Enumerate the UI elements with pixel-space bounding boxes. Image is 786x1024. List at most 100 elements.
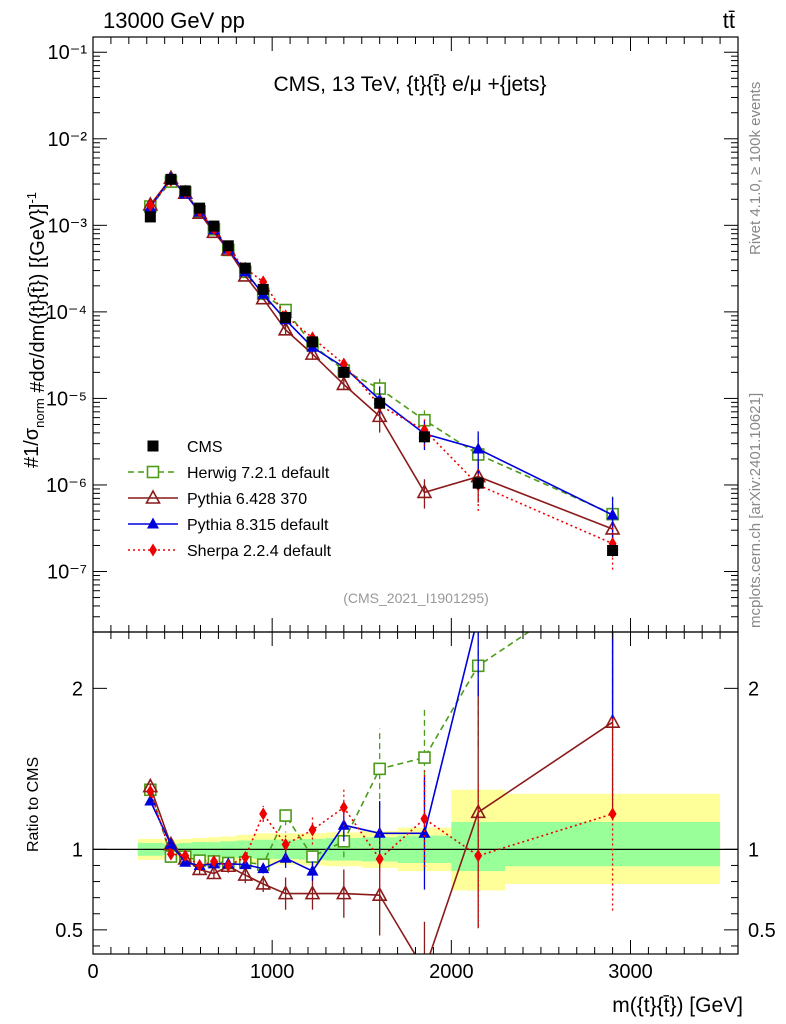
data-point-pythia6 (416, 483, 433, 499)
legend-label: Pythia 6.428 370 (187, 491, 307, 508)
y-tick-label: 10⁻¹ (48, 42, 88, 64)
ratio-point-herwig (373, 762, 386, 776)
legend-marker-pythia8 (147, 517, 159, 529)
y-tick-label: 10⁻⁴ (46, 302, 87, 324)
ratio-panel: 0.5 0.5 1 1 2 2 0 1000 2000 3000 Ratio to CMS m({… (25, 570, 776, 1017)
ratio-point-sherpa (209, 854, 218, 868)
data-point-data (222, 240, 234, 252)
x-tick-label: 3000 (608, 961, 653, 983)
legend-marker-data (147, 440, 159, 452)
ratio-point-pythia8 (306, 864, 319, 876)
y-tick-label: 10⁻⁵ (46, 388, 87, 410)
ratio-point-pythia6 (470, 803, 487, 819)
ratio-point-sherpa (474, 849, 483, 863)
ratio-point-pythia8 (337, 818, 350, 830)
x-tick-label: 1000 (250, 961, 295, 983)
mcplots-credit-label: mcplots.cern.ch [arXiv:2401.10621] (747, 393, 764, 628)
ratio-point-pythia8 (472, 609, 484, 620)
legend-marker-herwig (146, 465, 160, 479)
ratio-point-pythia8 (418, 826, 431, 838)
plot-title: CMS, 13 TeV, {t}{t̄} e/μ +{jets} (273, 73, 546, 96)
ratio-point-pythia6 (255, 875, 272, 890)
ratio-line-sherpa (149, 791, 613, 867)
ratio-point-herwig (418, 751, 431, 764)
ratio-point-pythia8 (164, 838, 177, 850)
legend-label: Pythia 8.315 default (187, 517, 329, 534)
main-y-axis-label: #1/σnorm #dσ/dm({t}{t̄}) [{GeV}]-1 (21, 192, 49, 468)
data-point-data (179, 185, 191, 197)
y-tick-label: 10⁻³ (48, 215, 88, 237)
data-point-data (374, 397, 386, 409)
legend-marker-pythia6 (145, 489, 161, 504)
ratio-point-pythia6 (237, 866, 254, 881)
ratio-panel-frame (92, 631, 739, 955)
data-point-data (239, 262, 251, 274)
legend-item-sherpa: Sherpa 2.2.4 default (128, 543, 332, 560)
data-point-sherpa (146, 198, 155, 212)
ratio-point-sherpa (259, 807, 268, 821)
data-point-pythia8 (472, 442, 485, 454)
data-point-data (208, 220, 220, 232)
main-panel-axes: 10⁻⁷ 10⁻⁶ 10⁻⁵ 10⁻⁴ 10⁻³ 10⁻² 10⁻¹ (46, 37, 739, 633)
ratio-point-sherpa (224, 858, 233, 872)
ratio-point-sherpa (281, 838, 290, 852)
ratio-point-pythia6 (335, 884, 352, 900)
ratio-y-tick-label-right: 0.5 (748, 920, 776, 942)
data-point-data (418, 431, 430, 443)
ratio-point-herwig (279, 809, 292, 822)
ratio-point-sherpa (375, 852, 384, 866)
ratio-y-tick-label: 1 (72, 839, 83, 861)
ratio-point-sherpa (166, 847, 175, 861)
ratio-point-sherpa (195, 858, 204, 872)
main-panel: 10⁻⁷ 10⁻⁶ 10⁻⁵ 10⁻⁴ 10⁻³ 10⁻² 10⁻¹ CMS, 13 TeV… (21, 36, 739, 633)
data-point-pythia6 (304, 345, 321, 360)
ratio-series-sherpa (146, 717, 617, 927)
data-point-data (280, 312, 292, 324)
ratio-y-tick-label: 2 (72, 678, 83, 700)
data-point-pythia6 (277, 321, 294, 336)
legend-label: Herwig 7.2.1 default (187, 465, 330, 482)
ratio-point-herwig (607, 570, 618, 581)
data-point-data (338, 366, 350, 378)
ratio-point-pythia6 (277, 884, 294, 900)
data-point-data (607, 544, 619, 556)
x-tick-label: 0 (87, 961, 98, 983)
ratio-point-sherpa (420, 812, 429, 826)
ratio-point-pythia8 (373, 826, 386, 838)
ratio-point-herwig (306, 850, 319, 863)
legend-item-pythia8: Pythia 8.315 default (128, 517, 329, 534)
ratio-y-tick-label: 0.5 (55, 920, 83, 942)
main-panel-data (142, 169, 621, 570)
data-point-data (194, 202, 206, 214)
ratio-y-axis-label: Ratio to CMS (25, 757, 42, 852)
data-point-data (144, 211, 156, 223)
ratio-point-pythia8 (257, 862, 270, 874)
ratio-point-pythia6 (604, 713, 621, 728)
ratio-point-pythia6 (304, 884, 321, 900)
legend-marker-sherpa (149, 543, 157, 557)
ratio-point-sherpa (241, 850, 250, 864)
uncertainty-bands (137, 789, 721, 891)
ratio-point-pythia8 (607, 585, 619, 596)
data-point-data (306, 336, 318, 348)
rivet-version-label: Rivet 4.1.0, ≥ 100k events (747, 82, 764, 255)
process-label: tt̄ (723, 8, 735, 33)
ratio-panel-axes: 0.5 0.5 1 1 2 2 0 1000 2000 3000 (55, 632, 776, 983)
series-data (144, 173, 619, 557)
legend-item-pythia6: Pythia 6.428 370 (128, 489, 307, 508)
ratio-point-sherpa (181, 849, 190, 863)
ratio-point-pythia6 (206, 864, 222, 880)
data-point-pythia8 (606, 508, 619, 520)
legend-label: Sherpa 2.2.4 default (187, 543, 332, 560)
data-point-pythia6 (335, 375, 352, 391)
x-tick-label: 2000 (429, 961, 474, 983)
ratio-y-tick-label-right: 1 (748, 839, 759, 861)
legend: CMS Herwig 7.2.1 default Pythia 6.428 370 P… (128, 439, 332, 560)
y-tick-label: 10⁻² (48, 129, 88, 151)
data-point-data (165, 173, 177, 185)
ratio-point-sherpa (146, 784, 155, 798)
y-tick-label: 10⁻⁶ (46, 475, 87, 497)
legend-item-herwig: Herwig 7.2.1 default (128, 465, 330, 482)
data-point-data (257, 283, 269, 295)
